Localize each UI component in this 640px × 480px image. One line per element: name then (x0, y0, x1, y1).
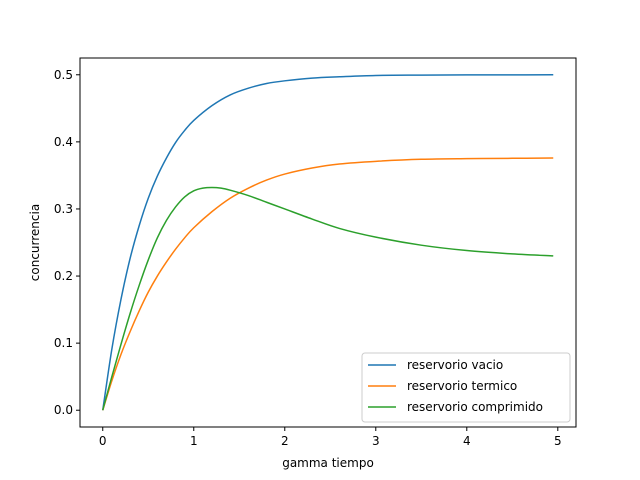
x-axis-ticks: 0 1 2 3 4 5 (99, 427, 562, 448)
x-tick-label: 0 (99, 434, 107, 448)
y-axis-ticks: 0.0 0.1 0.2 0.3 0.4 0.5 (54, 68, 80, 417)
x-tick-label: 5 (554, 434, 562, 448)
y-tick-label: 0.5 (54, 68, 73, 82)
x-tick-label: 2 (281, 434, 289, 448)
y-tick-label: 0.2 (54, 269, 73, 283)
y-tick-label: 0.3 (54, 202, 73, 216)
x-tick-label: 1 (190, 434, 198, 448)
y-axis-label: concurrencia (28, 204, 42, 281)
legend-label: reservorio comprimido (407, 400, 543, 414)
x-tick-label: 4 (463, 434, 471, 448)
series-line-1 (102, 74, 554, 411)
axes-frame (79, 57, 577, 428)
legend-box (361, 352, 571, 423)
legend-label: reservorio vacio (407, 358, 503, 372)
legend: reservorio vacio reservorio termico reserv… (361, 352, 571, 423)
y-tick-label: 0.4 (54, 135, 73, 149)
series-layer (102, 74, 554, 411)
x-tick-label: 3 (372, 434, 380, 448)
x-axis-label: gamma tiempo (282, 456, 374, 470)
series-line-2 (102, 157, 554, 411)
series-line-3 (102, 186, 554, 411)
legend-label: reservorio termico (407, 379, 517, 393)
y-tick-label: 0.0 (54, 403, 73, 417)
y-tick-label: 0.1 (54, 336, 73, 350)
